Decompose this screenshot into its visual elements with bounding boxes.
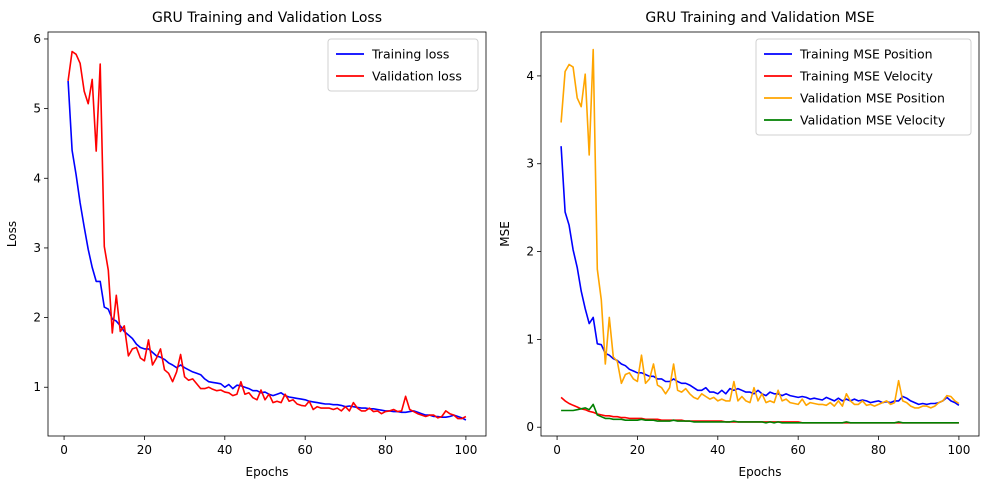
mse-chart-legend-box [755,38,972,136]
loss-chart-xtick-label: 20 [137,443,152,457]
loss-chart-ytick-label: 1 [33,380,41,394]
mse-chart-xlabel: Epochs [739,465,782,479]
loss-chart-xtick-label: 80 [378,443,393,457]
loss-chart-legend-label: Validation loss [372,69,462,84]
mse-chart-ticks: 0 20 40 60 80 100 0 1 2 3 4 [526,69,970,457]
loss-chart-ytick-label: 4 [33,171,41,185]
mse-chart-frame [540,31,980,437]
loss-chart: GRU Training and Validation Loss Epochs … [5,10,487,479]
loss-chart-xtick-label: 60 [298,443,313,457]
mse-chart-xtick-label: 0 [553,443,561,457]
loss-chart-ytick-label: 5 [33,102,41,116]
loss-chart-ylabel: Loss [5,221,19,247]
loss-chart-ticks: 0 20 40 60 80 100 1 2 3 4 5 6 [33,32,477,457]
loss-chart-ytick-label: 3 [33,241,41,255]
mse-chart-xtick-label: 20 [630,443,645,457]
loss-chart-legend-label: Training loss [371,47,449,62]
mse-chart-legend-label: Validation MSE Velocity [800,113,946,128]
mse-chart-title: GRU Training and Validation MSE [645,10,874,26]
loss-chart-xtick-label: 40 [217,443,232,457]
mse-chart-ytick-label: 4 [526,69,534,83]
mse-chart-xtick-label: 40 [710,443,725,457]
mse-chart-ytick-label: 2 [526,245,534,259]
mse-chart-xtick-label: 100 [947,443,970,457]
loss-chart-title: GRU Training and Validation Loss [152,10,382,26]
mse-chart-series-validation-mse-position [560,48,960,409]
mse-chart-xtick-label: 60 [791,443,806,457]
mse-chart-legend-label: Training MSE Velocity [799,69,934,84]
loss-chart-legend: Training loss Validation loss [327,38,479,92]
mse-chart: GRU Training and Validation MSE Epochs M… [498,10,980,479]
loss-chart-ytick-label: 6 [33,32,41,46]
mse-chart-legend: Training MSE Position Training MSE Veloci… [755,38,972,136]
loss-chart-series [67,50,467,421]
loss-chart-xlabel: Epochs [246,465,289,479]
mse-chart-series-training-mse-position [560,146,960,406]
loss-chart-series-validation-loss [67,50,467,420]
loss-chart-ytick-label: 2 [33,311,41,325]
loss-chart-xtick-label: 0 [60,443,68,457]
mse-chart-ylabel: MSE [498,221,512,247]
mse-chart-ytick-label: 3 [526,157,534,171]
mse-chart-ytick-label: 1 [526,332,534,346]
mse-chart-legend-label: Validation MSE Position [800,91,945,106]
loss-chart-xtick-label: 100 [454,443,477,457]
mse-chart-series [560,48,960,424]
mse-chart-series-validation-mse-velocity [561,403,959,424]
mse-chart-legend-label: Training MSE Position [799,47,933,62]
loss-chart-legend-box [327,38,479,92]
mse-chart-xtick-label: 80 [871,443,886,457]
loss-chart-frame [47,31,487,437]
mse-chart-ytick-label: 0 [526,420,534,434]
